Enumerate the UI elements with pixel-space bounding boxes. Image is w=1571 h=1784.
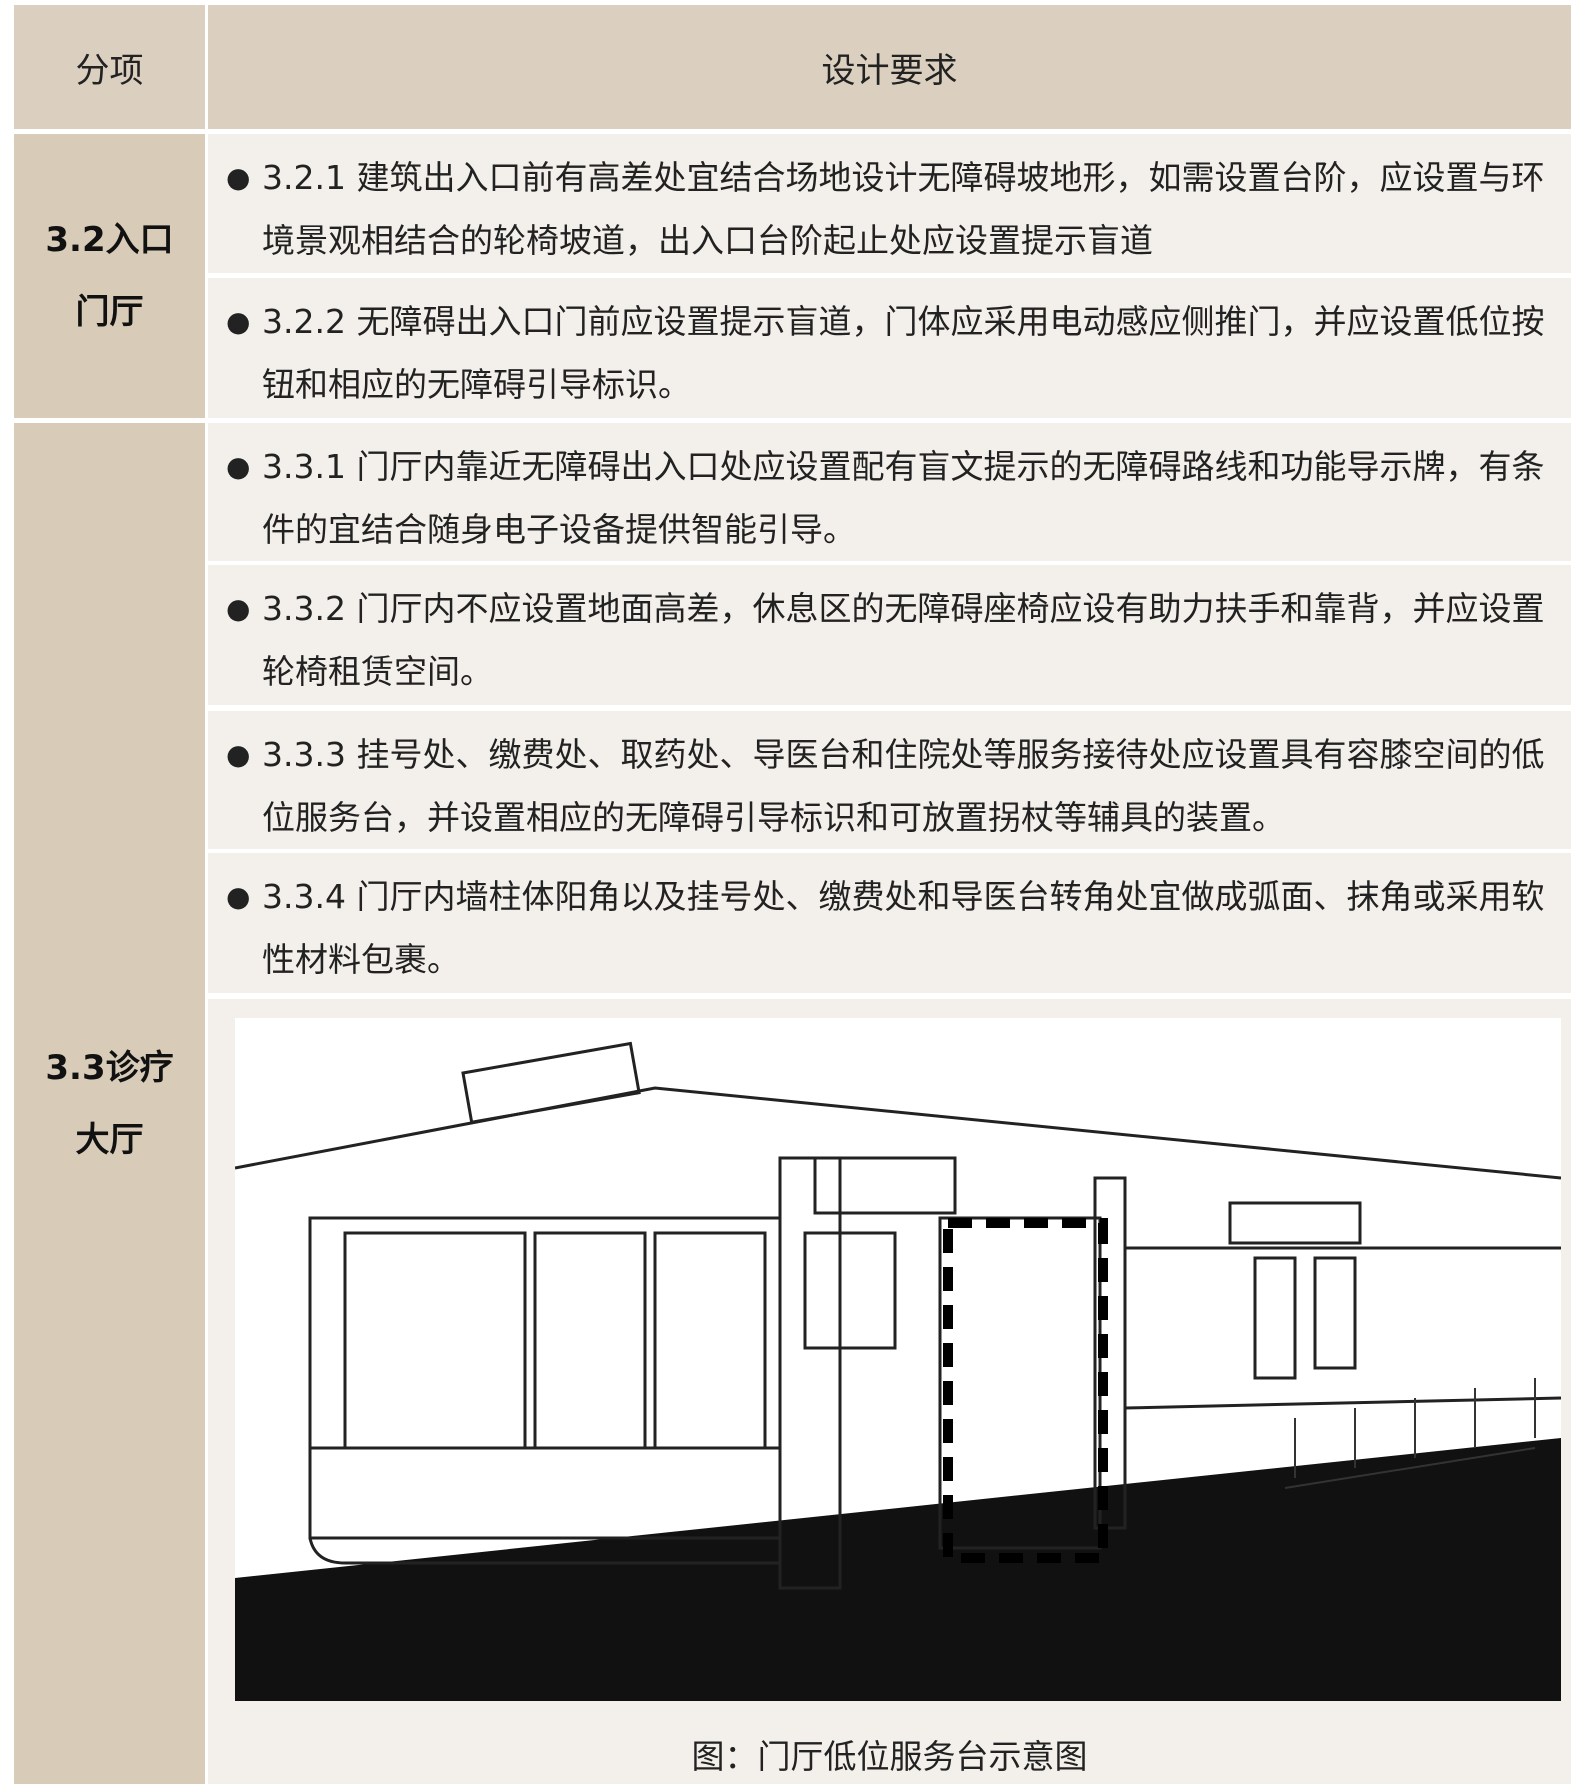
label-line: 3.3诊疗	[45, 1047, 174, 1088]
figure-caption: 图：门厅低位服务台示意图	[691, 1737, 1088, 1776]
section-label: 3.2入口门厅	[14, 134, 205, 418]
requirement: 3.3.2 门厅内不应设置地面高差，休息区的无障碍座椅应设有助力扶手和靠背，并应…	[208, 565, 1571, 705]
illustration	[235, 1018, 1561, 1701]
requirement: 3.3.4 门厅内墙柱体阳角以及挂号处、缴费处和导医台转角处宜做成弧面、抹角或采…	[208, 853, 1571, 993]
requirement: 3.3.1 门厅内靠近无障碍出入口处应设置配有盲文提示的无障碍路线和功能导示牌，…	[208, 423, 1571, 561]
figure: 图：门厅低位服务台示意图	[208, 999, 1571, 1784]
label-line: 大厅	[75, 1119, 144, 1160]
header-cell: 分项	[14, 5, 205, 129]
requirement: 3.2.2 无障碍出入口门前应设置提示盲道，门体应采用电动感应侧推门，并应设置低…	[208, 278, 1571, 418]
label-line: 3.2入口	[45, 220, 174, 260]
label-line: 门厅	[75, 292, 144, 332]
header-cell: 设计要求	[208, 5, 1571, 129]
requirement: 3.2.1 建筑出入口前有高差处宜结合场地设计无障碍坡地形，如需设置台阶，应设置…	[208, 134, 1571, 273]
requirement: 3.3.3 挂号处、缴费处、取药处、导医台和住院处等服务接待处应设置具有容膝空间…	[208, 711, 1571, 849]
section-label: 3.3诊疗大厅	[14, 423, 205, 1784]
